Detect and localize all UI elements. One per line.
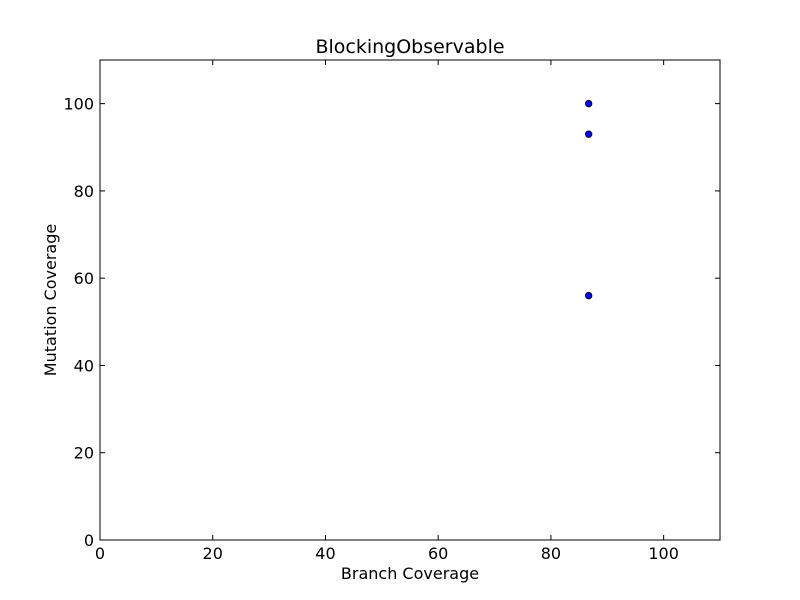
x-tick-label: 100 <box>648 544 679 563</box>
data-point <box>584 99 593 108</box>
x-tick-label: 40 <box>315 544 335 563</box>
x-tick-label: 80 <box>541 544 561 563</box>
y-axis-title: Mutation Coverage <box>41 224 60 376</box>
y-tick-label: 80 <box>74 182 94 201</box>
plot-frame <box>99 59 721 541</box>
x-tick-label: 20 <box>203 544 223 563</box>
axis-ticks: 0 20 40 60 80 100 0 20 40 60 80 100 <box>63 60 720 563</box>
data-points <box>584 99 593 300</box>
data-point <box>584 130 593 138</box>
y-tick-label: 100 <box>63 95 94 114</box>
data-point <box>584 291 593 300</box>
x-tick-label: 60 <box>428 544 448 563</box>
x-tick-label: 0 <box>95 544 105 563</box>
y-tick-label: 40 <box>74 356 94 375</box>
y-tick-label: 0 <box>84 531 94 550</box>
y-tick-label: 20 <box>74 444 94 463</box>
chart-title: BlockingObservable <box>315 36 504 58</box>
x-axis-title: Branch Coverage <box>341 564 479 583</box>
y-tick-label: 60 <box>74 269 94 288</box>
